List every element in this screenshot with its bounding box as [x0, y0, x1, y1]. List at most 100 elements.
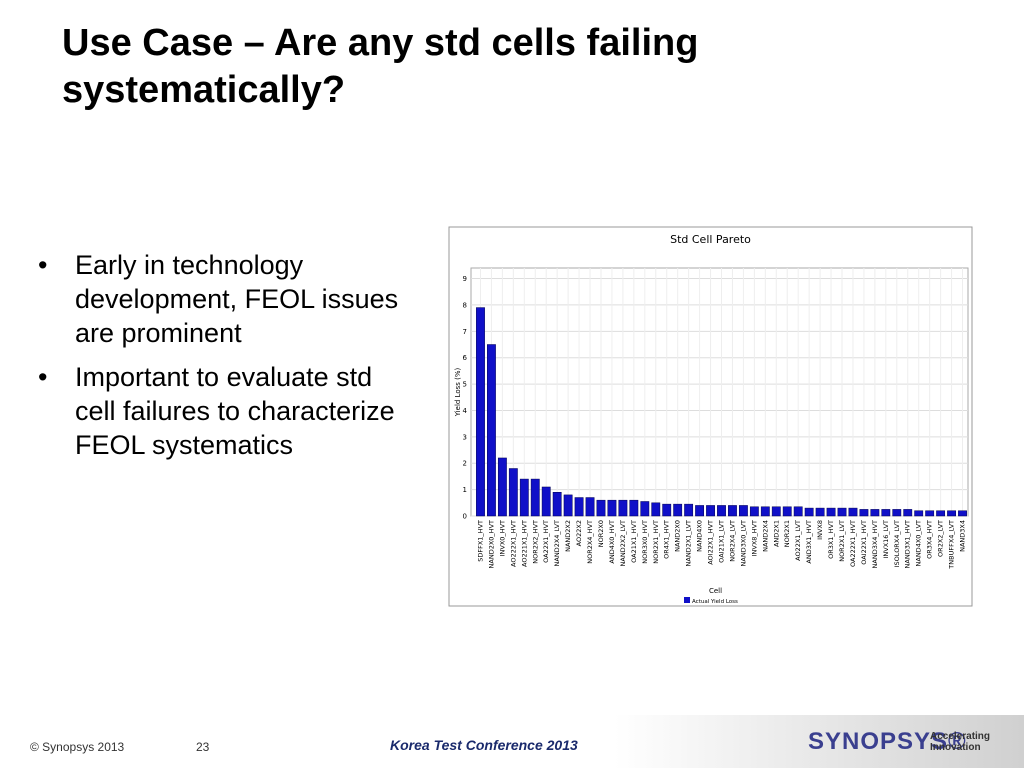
y-tick-label: 2	[463, 460, 467, 468]
x-tick-label: NOR2X0	[597, 520, 605, 547]
x-tick-label: NOR2X2_HVT	[531, 520, 539, 564]
x-tick-label: OR2X2_LVT	[937, 520, 945, 557]
bar	[728, 505, 737, 517]
legend-label: Actual Yield Loss	[692, 599, 738, 605]
bar	[684, 503, 694, 517]
bar	[706, 505, 715, 517]
x-tick-label: OR3X4_HVT	[926, 520, 934, 559]
bar	[782, 506, 792, 517]
x-tick-label: NOR2X1_LVT	[838, 520, 846, 562]
bar	[629, 499, 639, 517]
bar	[815, 507, 825, 517]
x-tick-label: OAI22X1_HVT	[860, 520, 868, 565]
bar	[530, 478, 540, 517]
bar	[914, 510, 924, 517]
bar	[892, 509, 902, 517]
y-tick-label: 7	[463, 328, 467, 336]
bar	[476, 307, 485, 517]
x-tick-label: ISOLORX4_LVT	[893, 520, 901, 567]
copyright: © Synopsys 2013	[30, 740, 125, 754]
y-tick-label: 0	[463, 513, 467, 521]
bar	[695, 505, 705, 517]
x-tick-label: AND4X0_HVT	[608, 520, 616, 564]
x-tick-label: INVX0_HVT	[498, 520, 506, 556]
bar	[837, 507, 847, 517]
bar	[717, 505, 726, 517]
y-tick-label: 9	[463, 275, 467, 283]
bullet-list: Early in technology development, FEOL is…	[30, 248, 410, 472]
bullet: Early in technology development, FEOL is…	[30, 248, 410, 350]
x-tick-label: AO222X1_HVT	[509, 520, 517, 567]
x-tick-label: NAND3X4_HVT	[871, 520, 879, 568]
bar	[585, 497, 595, 517]
x-tick-label: OAI21X1_LVT	[718, 520, 726, 563]
x-tick-label: INVX8	[816, 520, 824, 540]
x-tick-label: INVX16_LVT	[882, 520, 890, 559]
y-tick-label: 1	[463, 486, 467, 494]
bar	[958, 510, 967, 517]
bar	[859, 509, 869, 517]
y-tick-label: 5	[463, 381, 467, 389]
bar	[552, 492, 562, 517]
y-tick-label: 8	[463, 301, 467, 309]
x-tick-label: INVX8_HVT	[750, 520, 758, 556]
tagline: Accelerating Innovation	[930, 731, 991, 753]
y-tick-label: 6	[463, 354, 468, 362]
bar	[903, 509, 913, 517]
x-tick-label: NAND2X0_HVT	[487, 520, 495, 568]
x-tick-label: AND2X1	[772, 520, 780, 547]
footer-band	[0, 715, 1024, 768]
x-tick-label: NAND2X0	[674, 520, 682, 552]
bar	[793, 506, 803, 517]
bar	[508, 468, 518, 517]
bar	[881, 509, 891, 517]
x-tick-label: AND3X1_HVT	[805, 520, 813, 564]
x-tick-label: NAND2X2_LVT	[619, 520, 627, 567]
bar	[936, 510, 946, 517]
bar	[519, 478, 529, 517]
x-tick-label: NAND2X4_LVT	[553, 520, 561, 567]
bar	[541, 486, 551, 517]
x-tick-label: AOI22X1_HVT	[707, 520, 715, 565]
slide-title: Use Case – Are any std cells failing sys…	[62, 22, 699, 111]
x-tick-label: NOR2X1	[783, 520, 791, 547]
x-tick-label: SDFFX1_HVT	[476, 520, 484, 562]
x-tick-label: OA22X1_HVT	[542, 520, 550, 563]
bar	[760, 506, 770, 517]
x-tick-label: NAND4X0_LVT	[915, 520, 923, 567]
bar	[651, 502, 661, 517]
bar	[826, 507, 836, 517]
bar	[487, 344, 496, 517]
bar	[947, 510, 956, 517]
bullet: Important to evaluate std cell failures …	[30, 360, 410, 462]
bar	[749, 506, 759, 517]
x-tick-label: TNBUFFX4_LVT	[948, 520, 956, 570]
legend-swatch	[684, 597, 690, 603]
bar	[738, 505, 748, 517]
bar	[925, 510, 935, 517]
page-number: 23	[196, 740, 210, 754]
x-tick-label: NAND4X0	[696, 520, 704, 552]
x-tick-label: AO22X1_LVT	[794, 520, 802, 561]
x-tick-label: NAND3X1_HVT	[904, 520, 912, 568]
bar	[563, 494, 573, 517]
x-tick-label: NAND2X2	[564, 520, 572, 552]
x-tick-label: OA21X1_HVT	[630, 520, 638, 563]
conference: Korea Test Conference 2013	[390, 737, 578, 753]
x-tick-label: OA222X1_HVT	[849, 520, 857, 567]
chart-title: Std Cell Pareto	[670, 233, 751, 246]
x-tick-label: AO22X2	[575, 520, 583, 546]
x-tick-label: AO221X1_HVT	[520, 520, 528, 567]
y-tick-label: 4	[463, 407, 468, 415]
logo: SYNOPSYS®	[808, 728, 967, 755]
x-tick-label: NAND3X0_LVT	[739, 520, 747, 567]
y-axis-label: Yield Loss (%)	[454, 367, 462, 417]
bar	[771, 506, 781, 517]
bar	[640, 501, 650, 517]
bar	[497, 457, 507, 517]
x-tick-label: NOR2X4_LVT	[728, 520, 736, 562]
plot-area	[470, 267, 969, 517]
bar	[870, 509, 880, 517]
